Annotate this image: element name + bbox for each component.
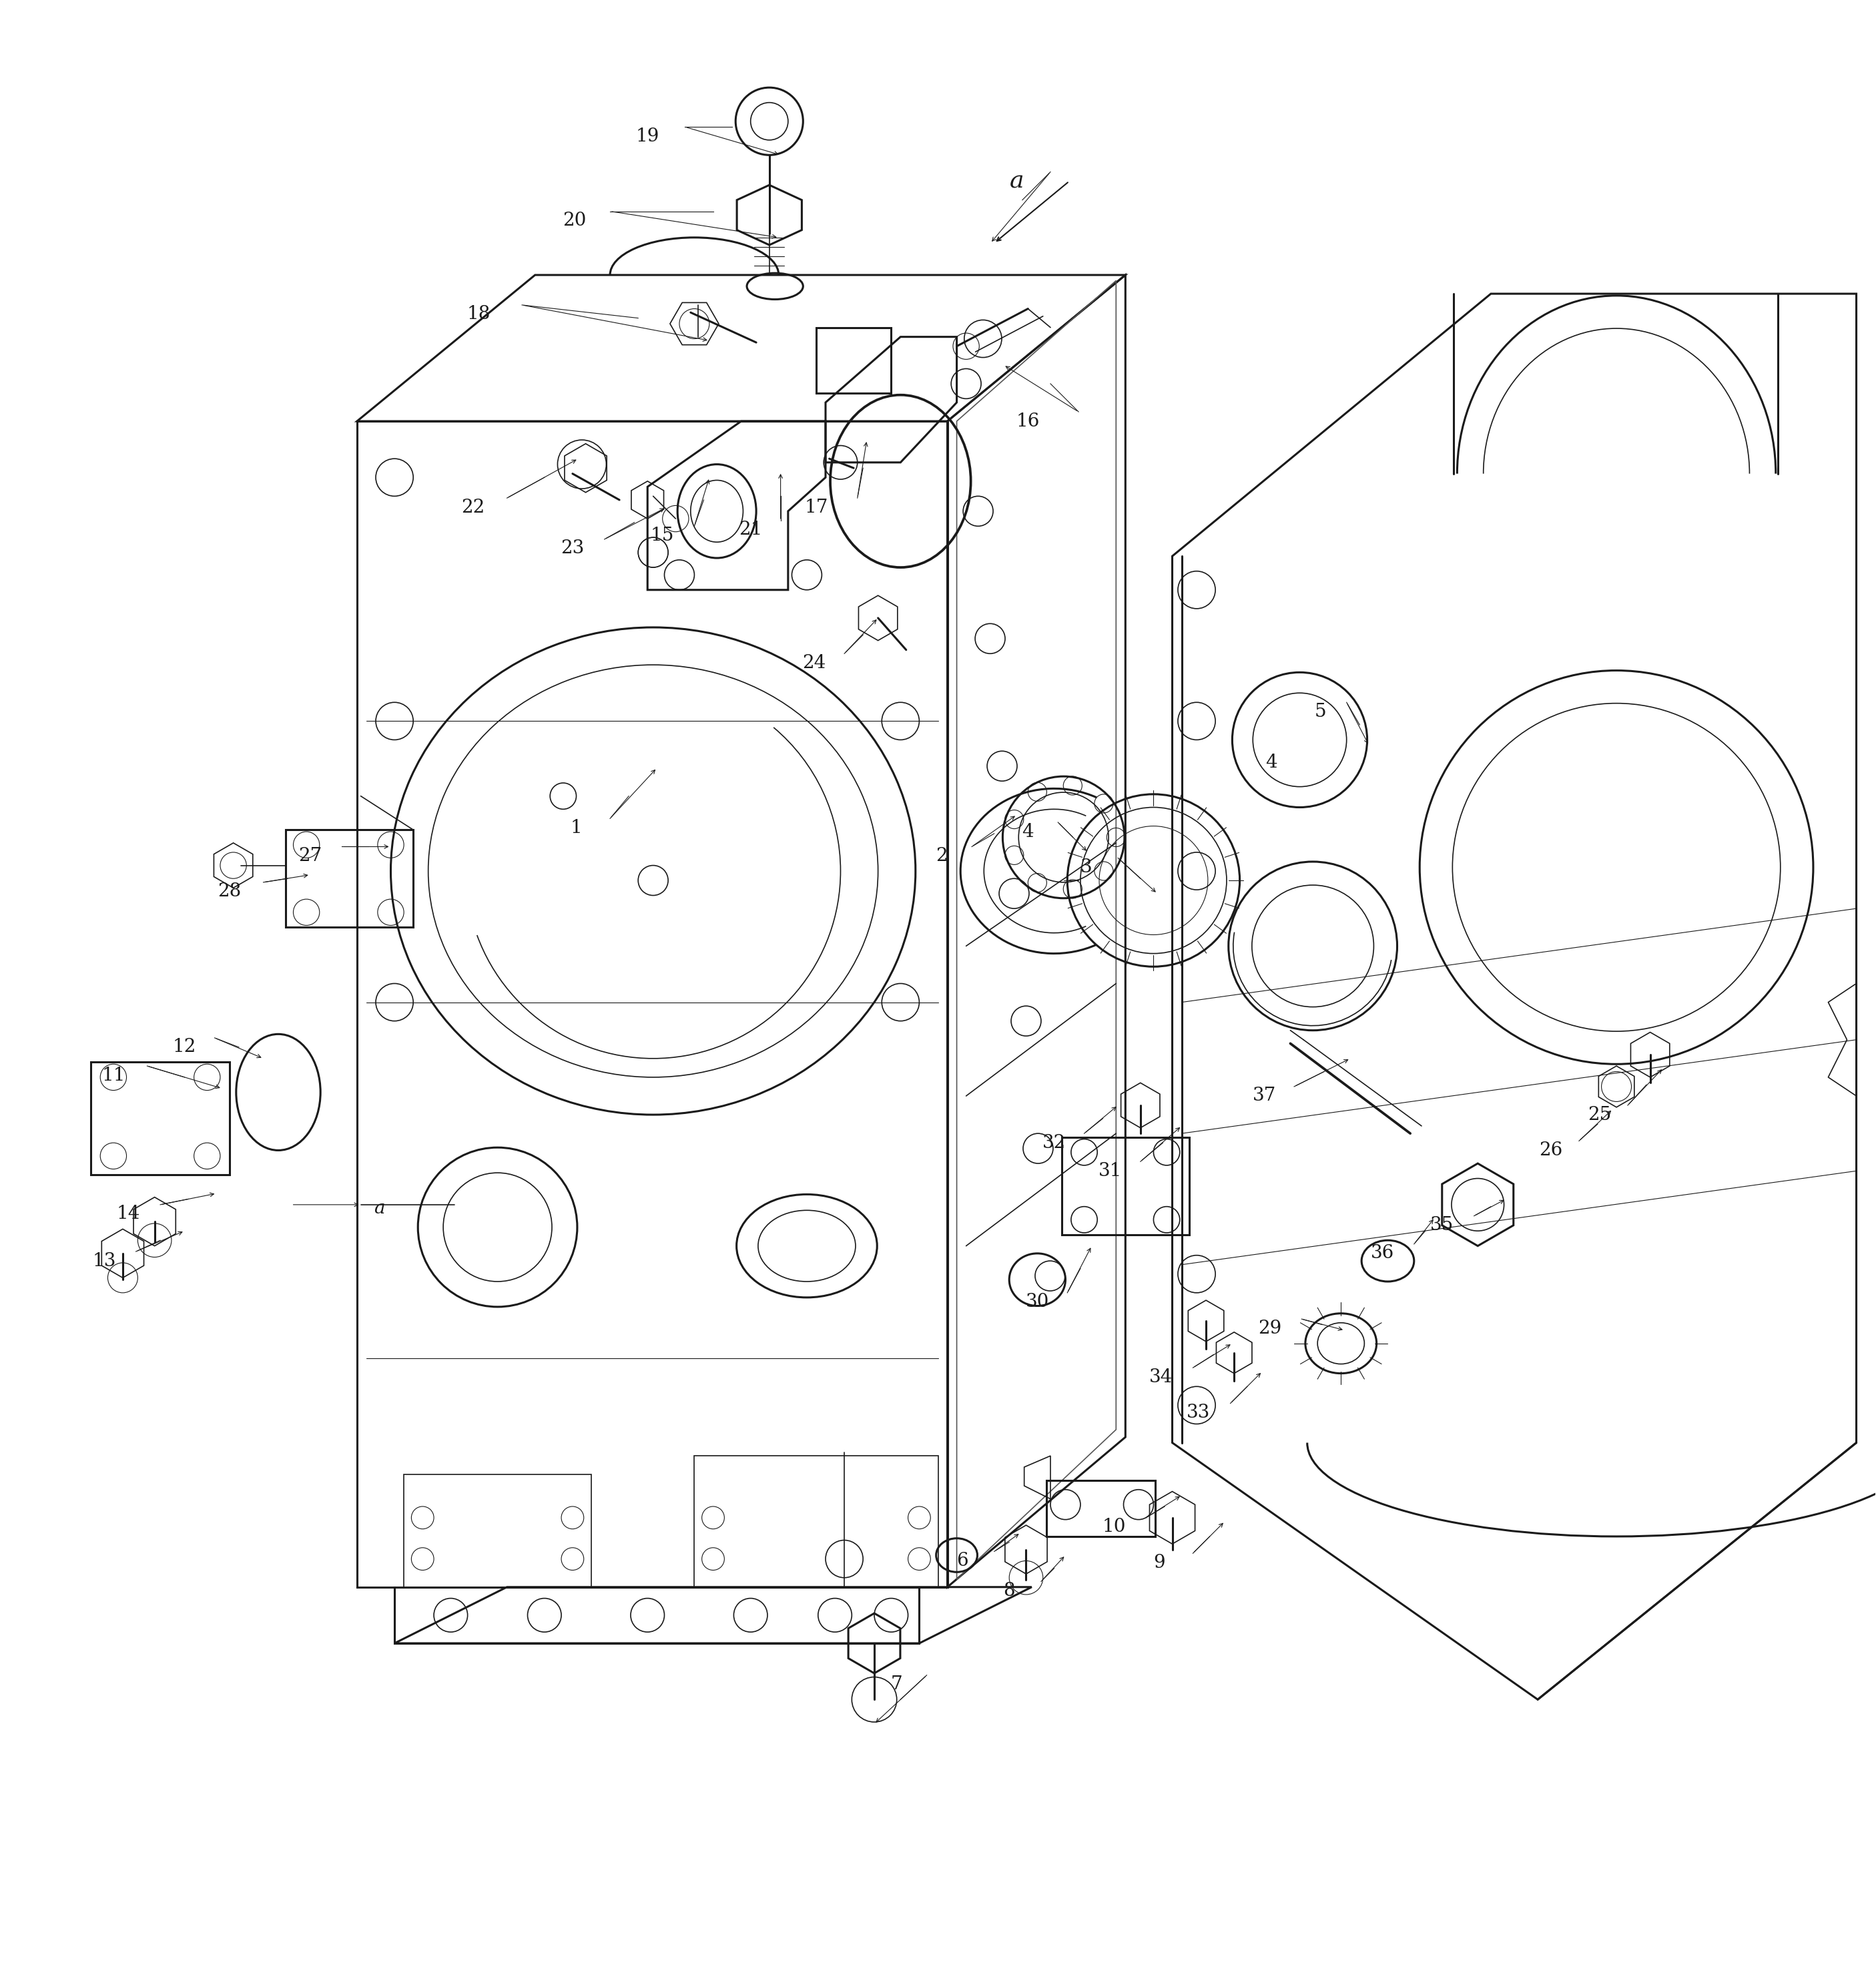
Text: a: a xyxy=(373,1200,385,1218)
Text: 29: 29 xyxy=(1259,1320,1281,1338)
Text: 37: 37 xyxy=(1253,1088,1276,1105)
Text: 21: 21 xyxy=(739,521,762,539)
Text: 34: 34 xyxy=(1150,1369,1172,1387)
Text: 3: 3 xyxy=(1081,858,1092,877)
Bar xyxy=(694,1456,938,1587)
Text: 9: 9 xyxy=(1154,1554,1165,1572)
Text: 1: 1 xyxy=(570,818,582,836)
Text: 22: 22 xyxy=(461,498,486,517)
Text: 31: 31 xyxy=(1099,1162,1122,1180)
Text: 24: 24 xyxy=(803,653,825,673)
Text: 7: 7 xyxy=(891,1676,902,1694)
Text: 10: 10 xyxy=(1103,1519,1126,1536)
Text: 25: 25 xyxy=(1587,1105,1611,1123)
Text: 28: 28 xyxy=(218,883,242,901)
Bar xyxy=(816,327,891,393)
Bar xyxy=(285,830,413,926)
Text: 16: 16 xyxy=(1017,413,1039,431)
Text: 33: 33 xyxy=(1188,1404,1210,1422)
Text: 13: 13 xyxy=(92,1251,116,1271)
Text: 11: 11 xyxy=(101,1066,126,1084)
Bar xyxy=(1062,1137,1189,1235)
Text: 4: 4 xyxy=(1022,822,1034,840)
Text: 35: 35 xyxy=(1430,1216,1454,1235)
Text: 27: 27 xyxy=(298,848,323,865)
Bar xyxy=(1047,1481,1156,1536)
Text: a: a xyxy=(1009,169,1024,193)
Bar xyxy=(90,1062,229,1174)
Text: 4: 4 xyxy=(1266,753,1278,771)
Text: 18: 18 xyxy=(467,305,492,323)
Text: 15: 15 xyxy=(651,527,673,545)
Text: 5: 5 xyxy=(1315,702,1326,720)
Text: 20: 20 xyxy=(563,212,585,230)
Text: 32: 32 xyxy=(1043,1133,1066,1153)
Text: 36: 36 xyxy=(1369,1245,1394,1263)
Text: 14: 14 xyxy=(116,1206,141,1223)
Text: 8: 8 xyxy=(1004,1581,1015,1599)
Text: 12: 12 xyxy=(173,1039,197,1056)
Text: 17: 17 xyxy=(805,498,827,517)
Text: 2: 2 xyxy=(936,848,947,865)
Text: 23: 23 xyxy=(561,539,583,559)
Text: 30: 30 xyxy=(1026,1292,1049,1312)
Text: 26: 26 xyxy=(1538,1141,1563,1159)
Text: 19: 19 xyxy=(636,128,658,146)
Bar xyxy=(403,1475,591,1587)
Text: 6: 6 xyxy=(957,1552,968,1570)
